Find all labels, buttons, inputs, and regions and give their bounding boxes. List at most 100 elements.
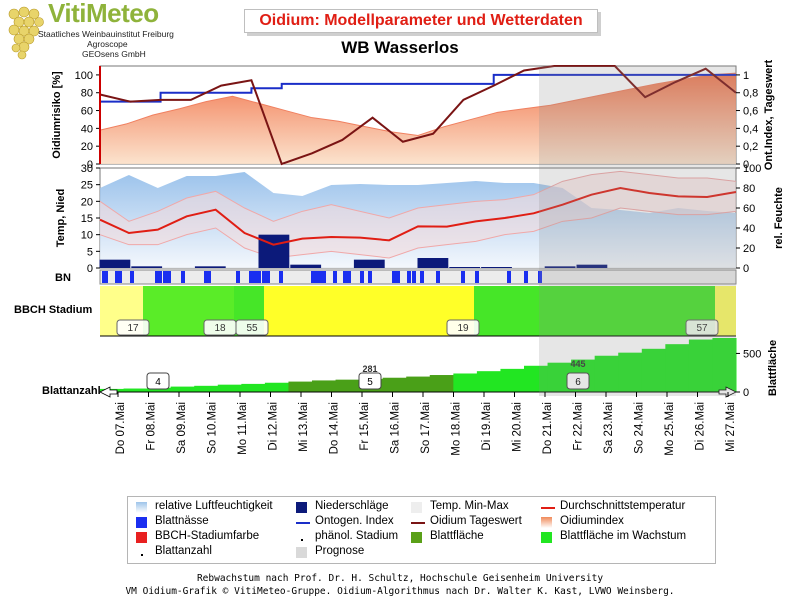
logo-brand: VitiMeteo [48,0,159,28]
bn-mark [475,271,479,283]
leaf-area-bar [429,375,454,392]
risk-right-tick-label: 0,6 [743,106,758,118]
legend-swatch [136,502,147,513]
x-tick-label: Mo 25.Mai [664,402,676,456]
legend-label: Ontogen. Index [315,515,394,527]
header-title: Oidium: Modellparameter und Wetterdaten [259,12,583,29]
leaf-count-box [566,372,590,390]
precip-bar [481,267,512,268]
bn-mark [204,271,208,283]
precip-bar [99,259,131,268]
bn-mark [155,271,159,283]
x-tick-label: Di 26.Mai [695,402,707,451]
bn-mark [207,271,211,283]
bbch-segment [264,286,474,336]
bn-mark [257,271,261,283]
leaf-area-bar [382,377,407,392]
x-tick-label: Sa 16.Mai [390,402,402,454]
bn-mark [524,271,528,283]
bbch-stage-label: 18 [214,323,226,334]
station-name: WB Wasserlos [341,38,459,57]
legend-label: Oidium Tageswert [430,515,522,527]
bn-mark [412,271,416,283]
risk-right-tick-label: 0 [743,159,749,171]
bbch-stage-label: 17 [127,323,139,334]
humidity-axis-label: rel. Feuchte [773,187,785,249]
bn-mark [333,271,337,283]
weather-left-tick-label: 5 [87,246,93,258]
footer-line1: Rebwachstum nach Prof. Dr. H. Schultz, H… [196,573,604,584]
risk-series [99,65,737,166]
legend-swatch [541,507,555,509]
leaf-area-bar [594,355,619,392]
precip-bar [353,259,385,268]
precip-bar [194,266,226,268]
risk-right-tick-label: 0,8 [743,88,758,100]
leaf-area-bar [147,387,172,392]
legend-swatch [136,517,147,528]
risk-left-tick-label: 0 [87,159,93,171]
bn-mark [368,271,372,283]
bn-mark [262,271,266,283]
forecast-overlay [539,66,736,396]
bn-marks [102,271,542,283]
x-tick-label: Sa 09.Mai [176,402,188,454]
logo-line3: GEOsens GmbH [82,49,146,59]
risk-axis-label: Oidiumrisiko [%] [51,71,63,159]
bbch-stage-box [116,319,150,336]
leaf-area-bar [406,376,431,392]
weather-right-tick-label: 40 [743,223,755,235]
leaf-area-bar [641,348,666,392]
risk-left-tick-label: 100 [75,70,93,82]
x-tick-label: So 17.Mai [420,402,432,454]
legend-label: Durchschnittstemperatur [560,500,686,512]
bn-mark [167,271,171,283]
x-tick-label: Mo 11.Mai [237,402,249,455]
weather-right-tick-label: 100 [743,163,761,175]
axes: 02040608010000,20,40,60,8105101520253002… [75,66,761,399]
grape-logo-icon [8,6,44,60]
precip-bar [131,266,163,268]
legend-swatch [301,539,303,541]
bbch-stage-box [446,319,480,336]
leaf-area-bar [194,385,219,392]
weather-right-tick-label: 60 [743,203,755,215]
precip-bar [417,258,449,268]
bbch-stage-label: 19 [457,323,469,334]
legend-label: Blattfläche im Wachstum [560,530,687,542]
x-tick-label: Do 14.Mai [329,402,341,454]
x-tick-label: So 10.Mai [207,402,219,454]
legend-label: Blattanzahl [155,545,212,557]
bbch-stage-box [235,319,269,336]
risk-left-tick-label: 80 [81,88,93,100]
leaf-area-bar [123,388,148,392]
leaf-area-bar [312,380,337,392]
leaf-right-tick-label: 500 [743,348,761,360]
x-tick-label: So 24.Mai [634,402,646,454]
bn-mark [279,271,283,283]
bn-mark [322,271,326,283]
bn-mark [396,271,400,283]
leaf-area-bar [500,368,525,392]
bn-mark [158,271,162,283]
legend-swatch [141,554,143,556]
x-tick-label: Do 07.Mai [115,402,127,454]
leaf-count-box [358,372,382,390]
bn-mark [407,271,411,283]
x-tick-label: Mi 20.Mai [512,402,524,452]
oidium-tageswert-line [99,65,737,166]
x-tick-label: Mi 27.Mai [725,402,737,452]
bn-mark [319,271,323,283]
temp-max-line [99,170,737,222]
legend-swatch [296,502,307,513]
legend: relative Luftfeuchtigkeit Niederschläge Te… [127,496,716,564]
weather-right-tick-label: 80 [743,183,755,195]
weather-right-tick-label: 20 [743,243,755,255]
legend-label: Prognose [315,545,365,557]
bn-mark [507,271,511,283]
weather-left-tick-label: 25 [81,180,93,192]
precip-bar [449,267,481,268]
risk-right-tick-label: 0,4 [743,123,758,135]
x-tick-label: Sa 23.Mai [603,402,615,454]
leaf-right-tick-label: 0 [743,387,749,399]
